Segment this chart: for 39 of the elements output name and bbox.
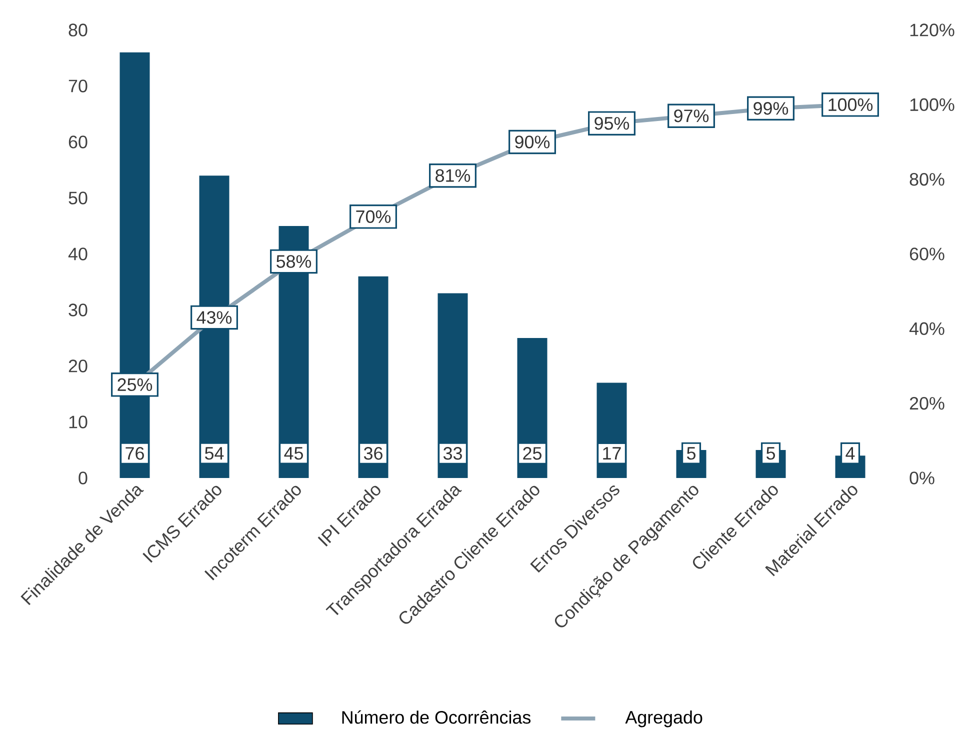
data-label: 36 <box>364 447 382 460</box>
legend-label: Número de Ocorrências <box>342 710 531 724</box>
legend-label: Agregado <box>625 710 702 728</box>
bar <box>358 276 388 478</box>
y-tick-label: 20 <box>68 360 88 372</box>
data-label: 25% <box>118 378 152 392</box>
data-label: 5 <box>766 447 775 460</box>
data-label: 54 <box>204 447 224 460</box>
y2-tick-label: 0% <box>910 472 934 484</box>
data-label: 25 <box>523 447 542 460</box>
y-tick-label: 0 <box>78 472 88 484</box>
data-label: 97% <box>674 110 709 122</box>
data-label: 81% <box>436 169 470 182</box>
y2-tick-label: 100% <box>910 98 954 112</box>
data-label: 33 <box>443 447 462 460</box>
y-tick-label: 50 <box>68 192 88 204</box>
data-label: 70% <box>356 210 391 224</box>
data-label: 17 <box>603 447 621 460</box>
data-label: 58% <box>276 255 312 268</box>
data-label: 5 <box>686 447 696 460</box>
data-label: 43% <box>196 311 232 324</box>
data-label: 4 <box>846 447 855 460</box>
y2-tick-label: 40% <box>909 322 944 336</box>
data-label: 90% <box>515 136 550 148</box>
y-tick-label: 10 <box>69 416 88 428</box>
y2-tick-label: 80% <box>910 172 944 186</box>
data-label: 95% <box>594 116 630 130</box>
y-tick-label: 40 <box>68 248 88 260</box>
y-tick-label: 80 <box>68 24 88 36</box>
y2-tick-label: 20% <box>910 396 944 410</box>
y-tick-label: 70 <box>68 80 88 92</box>
y2-tick-label: 60% <box>910 248 944 260</box>
data-label: 99% <box>754 102 788 115</box>
data-label: 100% <box>828 98 873 112</box>
data-label: 45 <box>284 447 303 460</box>
data-label: 76 <box>126 447 144 460</box>
y-tick-label: 30 <box>68 304 88 316</box>
y-tick-label: 60 <box>68 136 88 148</box>
y2-tick-label: 120% <box>910 24 954 36</box>
